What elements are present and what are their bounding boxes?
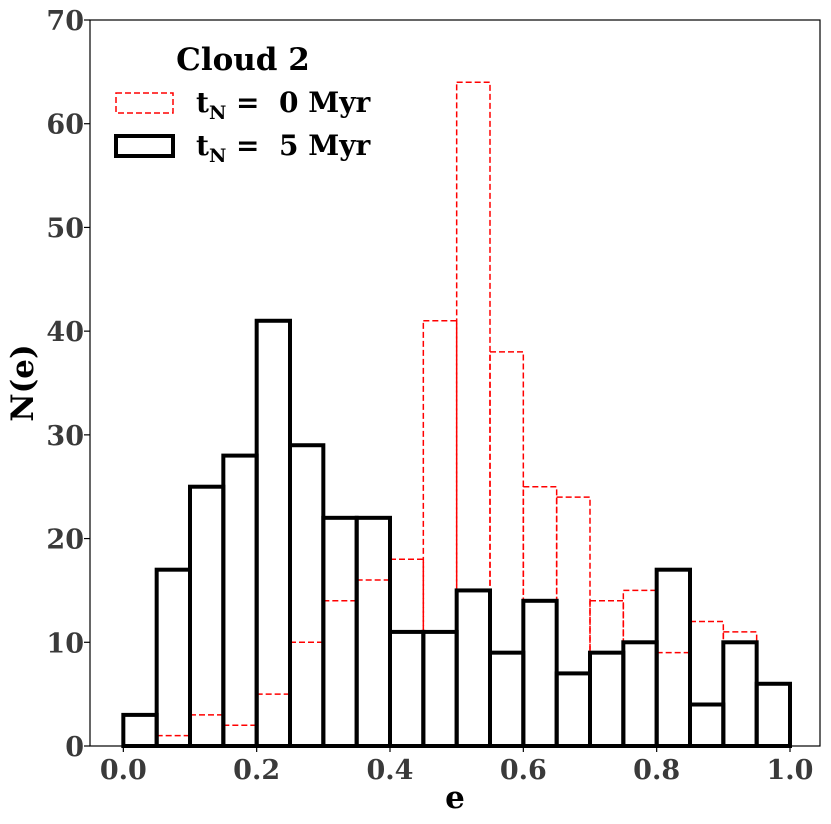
y-axis-label: N(e) bbox=[5, 344, 41, 421]
x-axis-ticks: 0.0 0.2 0.4 0.6 0.8 1.0 bbox=[100, 746, 814, 786]
x-tick-label: 0.2 bbox=[233, 755, 280, 786]
legend-label-0-main: t bbox=[196, 86, 209, 119]
legend-label-1: tN = 5 Myr bbox=[196, 129, 372, 167]
legend-swatch-solid bbox=[114, 134, 175, 158]
x-tick-label: 0.0 bbox=[100, 755, 147, 786]
legend-title: Cloud 2 bbox=[176, 42, 310, 78]
y-tick-label: 50 bbox=[46, 213, 84, 244]
legend-label-0: tN = 0 Myr bbox=[196, 86, 372, 124]
legend-label-0-rest: = 0 Myr bbox=[226, 86, 371, 119]
legend: Cloud 2 tN = 0 Myr tN = 5 Myr bbox=[114, 42, 372, 167]
y-tick-label: 70 bbox=[46, 6, 84, 37]
y-tick-label: 30 bbox=[46, 421, 84, 452]
legend-label-1-main: t bbox=[196, 129, 209, 162]
y-tick-label: 0 bbox=[65, 732, 84, 763]
legend-swatch-dashed bbox=[115, 92, 174, 114]
x-axis-label: e bbox=[445, 780, 465, 816]
x-tick-label: 0.6 bbox=[500, 755, 547, 786]
bar-dashed-9 bbox=[422, 320, 458, 747]
y-tick-label: 60 bbox=[46, 110, 84, 141]
legend-label-1-sub: N bbox=[209, 145, 226, 167]
y-axis-ticks: 0 10 20 30 40 50 60 70 bbox=[46, 6, 90, 763]
y-tick-label: 10 bbox=[46, 628, 84, 659]
plot-frame bbox=[89, 19, 821, 747]
legend-label-0-sub: N bbox=[209, 102, 226, 124]
legend-label-1-rest: = 5 Myr bbox=[226, 129, 371, 162]
y-tick-label: 40 bbox=[46, 317, 84, 348]
x-tick-label: 0.4 bbox=[367, 755, 414, 786]
x-tick-label: 0.8 bbox=[633, 755, 680, 786]
y-tick-label: 20 bbox=[46, 525, 84, 556]
x-tick-label: 1.0 bbox=[767, 755, 814, 786]
